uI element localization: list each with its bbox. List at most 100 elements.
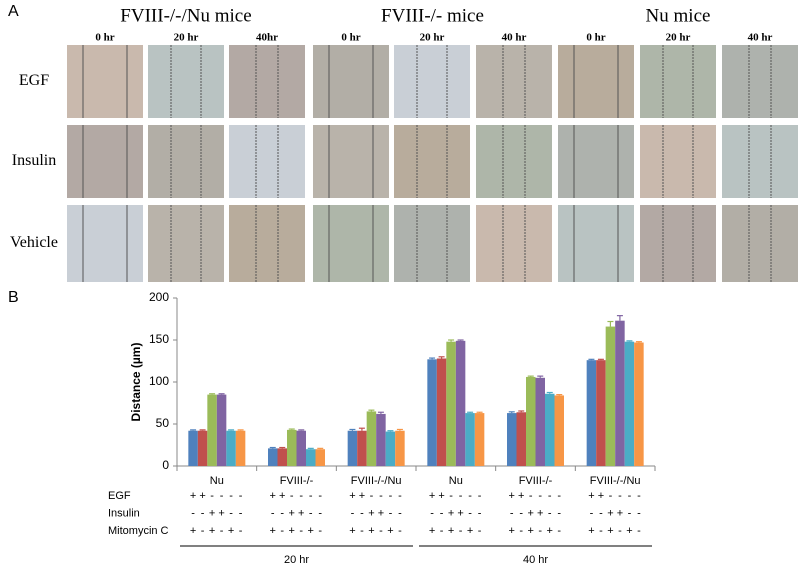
treatment-sign: - bbox=[440, 525, 444, 537]
y-tick-label: 150 bbox=[149, 332, 169, 346]
treatment-label: EGF bbox=[108, 490, 131, 502]
treatment-sign: + bbox=[349, 490, 355, 502]
treatment-sign: - bbox=[529, 490, 533, 502]
treatment-sign: + bbox=[429, 525, 435, 537]
micrograph bbox=[229, 205, 305, 282]
bar bbox=[385, 431, 396, 466]
error-bar bbox=[518, 410, 525, 413]
treatment-sign: + bbox=[368, 507, 374, 519]
micrograph bbox=[558, 205, 634, 282]
treatment-sign: - bbox=[609, 490, 613, 502]
treatment-sign: + bbox=[387, 525, 393, 537]
treatment-sign: - bbox=[191, 507, 195, 519]
y-tick-label: 50 bbox=[156, 416, 170, 430]
treatment-sign: + bbox=[448, 507, 454, 519]
micrograph bbox=[476, 45, 552, 118]
x-tick-label: FVIII-/- bbox=[519, 475, 553, 487]
bar bbox=[197, 430, 208, 466]
micrograph bbox=[640, 125, 716, 198]
micrograph bbox=[558, 45, 634, 118]
treatment-sign: - bbox=[398, 525, 402, 537]
treatment-sign: - bbox=[318, 507, 322, 519]
treatment-sign: - bbox=[280, 507, 284, 519]
treatment-sign: - bbox=[478, 507, 482, 519]
micrograph bbox=[229, 125, 305, 198]
micrograph bbox=[148, 205, 224, 282]
treatment-sign: - bbox=[637, 507, 641, 519]
micrograph bbox=[67, 45, 143, 118]
error-bar bbox=[358, 427, 365, 431]
x-tick-label: Nu bbox=[210, 475, 224, 487]
x-tick-label: FVIII-/- bbox=[280, 475, 314, 487]
treatment-sign: - bbox=[557, 507, 561, 519]
group-label: 20 hr bbox=[284, 554, 309, 566]
treatment-sign: + bbox=[190, 490, 196, 502]
time-label: 40 hr bbox=[502, 32, 527, 44]
treatment-sign: - bbox=[351, 507, 355, 519]
treatment-sign: + bbox=[626, 525, 632, 537]
time-label: 20 hr bbox=[420, 32, 445, 44]
treatment-sign: + bbox=[279, 490, 285, 502]
column-group-title: FVIII-/-/Nu mice bbox=[120, 5, 251, 26]
micrograph bbox=[67, 125, 143, 198]
bar bbox=[535, 377, 545, 466]
treatment-sign: - bbox=[220, 490, 224, 502]
bar bbox=[596, 360, 606, 466]
treatment-sign: - bbox=[290, 490, 294, 502]
treatment-sign: - bbox=[229, 490, 233, 502]
error-bar bbox=[228, 429, 235, 431]
treatment-sign: + bbox=[368, 525, 374, 537]
treatment-sign: + bbox=[528, 507, 534, 519]
treatment-sign: + bbox=[209, 525, 215, 537]
time-label: 20 hr bbox=[666, 32, 691, 44]
error-bar bbox=[307, 447, 314, 450]
treatment-sign: - bbox=[309, 490, 313, 502]
treatment-sign: - bbox=[557, 525, 561, 537]
bar bbox=[446, 341, 456, 466]
treatment-sign: - bbox=[360, 507, 364, 519]
error-bar bbox=[588, 358, 595, 361]
treatment-sign: + bbox=[607, 507, 613, 519]
treatment-sign: - bbox=[239, 525, 243, 537]
treatment-sign: - bbox=[440, 507, 444, 519]
treatment-sign: - bbox=[299, 525, 303, 537]
treatment-sign: + bbox=[228, 525, 234, 537]
treatment-sign: - bbox=[459, 525, 463, 537]
column-group-title: Nu mice bbox=[646, 5, 711, 26]
bar bbox=[268, 448, 278, 466]
micrograph bbox=[394, 205, 470, 282]
micrograph bbox=[229, 45, 305, 118]
row-label: EGF bbox=[19, 72, 49, 89]
treatment-sign: + bbox=[547, 525, 553, 537]
treatment-sign: + bbox=[448, 525, 454, 537]
treatment-sign: - bbox=[201, 507, 205, 519]
error-bar bbox=[317, 447, 324, 450]
error-bar bbox=[556, 394, 563, 396]
error-bar bbox=[209, 393, 216, 395]
treatment-sign: - bbox=[389, 490, 393, 502]
error-bar bbox=[537, 375, 544, 378]
treatment-sign: + bbox=[438, 490, 444, 502]
treatment-sign: + bbox=[298, 507, 304, 519]
bar bbox=[216, 394, 227, 466]
treatment-sign: - bbox=[468, 490, 472, 502]
treatment-sign: - bbox=[637, 490, 641, 502]
treatment-sign: - bbox=[628, 507, 632, 519]
treatment-sign: - bbox=[318, 525, 322, 537]
bar bbox=[526, 376, 536, 466]
error-bar bbox=[237, 429, 244, 431]
treatment-sign: + bbox=[349, 525, 355, 537]
micrograph bbox=[67, 205, 143, 282]
micrograph bbox=[476, 205, 552, 282]
treatment-sign: - bbox=[637, 525, 641, 537]
micrograph bbox=[394, 125, 470, 198]
treatment-sign: + bbox=[289, 525, 295, 537]
x-tick-label: Nu bbox=[449, 475, 463, 487]
treatment-sign: - bbox=[201, 525, 205, 537]
error-bar bbox=[279, 446, 286, 449]
treatment-sign: - bbox=[379, 490, 383, 502]
treatment-sign: + bbox=[509, 525, 515, 537]
y-tick-label: 100 bbox=[149, 374, 169, 388]
x-tick-label: FVIII-/-/Nu bbox=[351, 475, 402, 487]
